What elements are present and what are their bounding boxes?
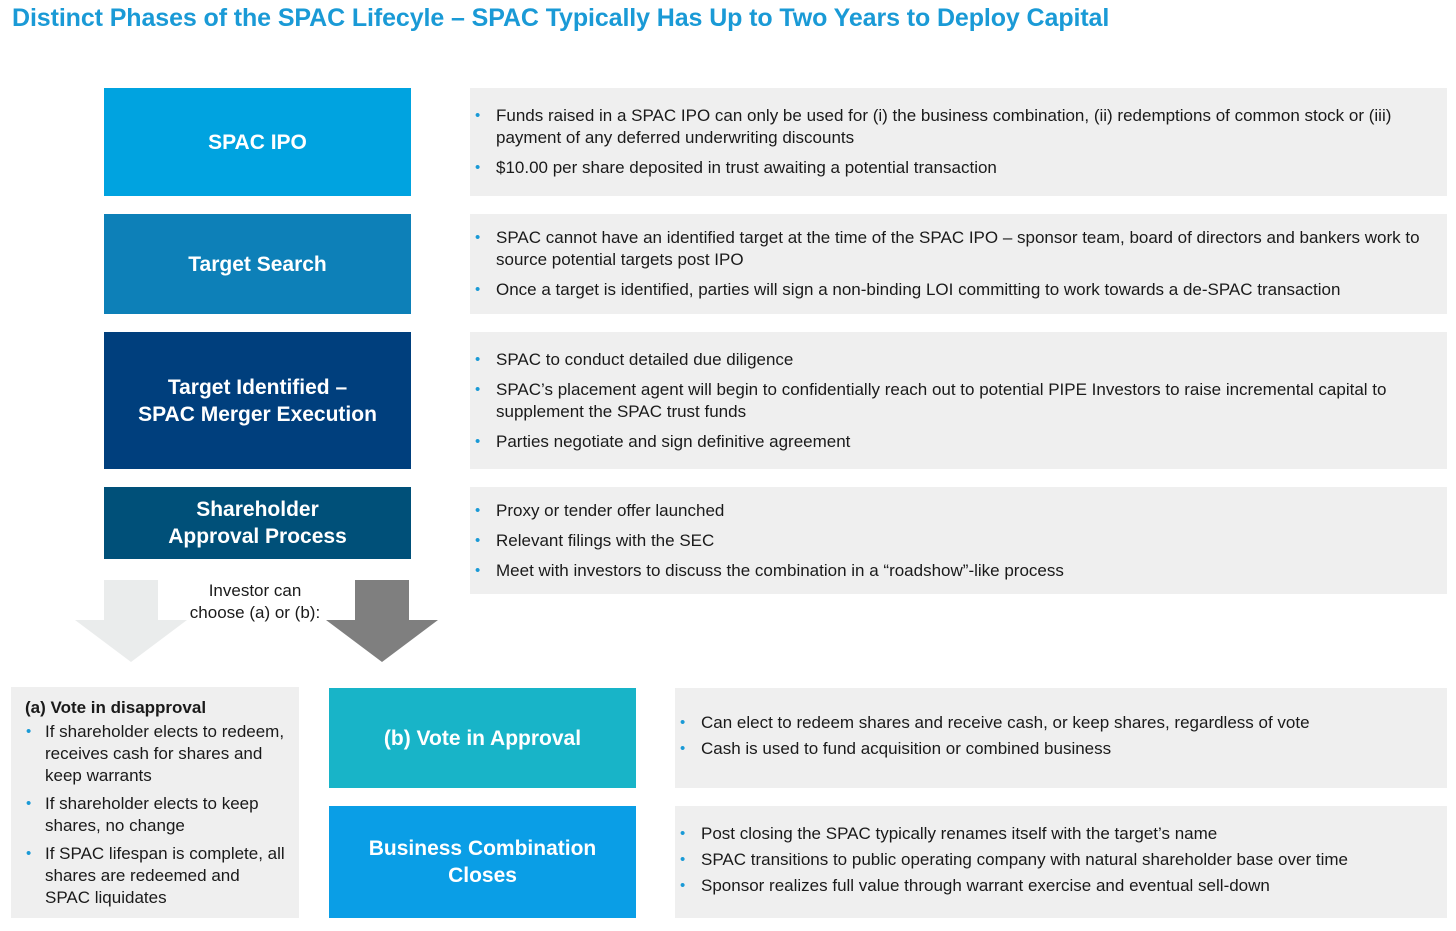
- bullet: Proxy or tender offer launched: [475, 500, 1437, 522]
- phase-label-line2: Closes: [448, 864, 517, 887]
- phase-label-line2: Approval Process: [168, 525, 347, 548]
- phase-target-identified: Target Identified – SPAC Merger Executio…: [104, 332, 411, 469]
- vote-disapproval-box: (a) Vote in disapproval If shareholder e…: [11, 687, 299, 918]
- phase-label-line2: SPAC Merger Execution: [138, 402, 377, 426]
- note-line2: choose (a) or (b):: [189, 603, 321, 622]
- bullet: SPAC to conduct detailed due diligence: [475, 349, 1437, 371]
- business-combination-details: Post closing the SPAC typically renames …: [675, 806, 1447, 918]
- bullet: If shareholder elects to redeem, receive…: [26, 721, 289, 787]
- phase-label-line1: Shareholder: [196, 498, 319, 521]
- phase-spac-ipo-details: Funds raised in a SPAC IPO can only be u…: [470, 88, 1447, 196]
- phase-spac-ipo: SPAC IPO: [104, 88, 411, 196]
- phase-shareholder-approval: Shareholder Approval Process: [104, 487, 411, 559]
- bullet: Sponsor realizes full value through warr…: [680, 875, 1437, 897]
- bullet: Funds raised in a SPAC IPO can only be u…: [475, 105, 1437, 149]
- phase-label: Target Search: [188, 252, 327, 276]
- bullet: SPAC transitions to public operating com…: [680, 849, 1437, 871]
- bullet: Post closing the SPAC typically renames …: [680, 823, 1437, 845]
- phase-target-identified-details: SPAC to conduct detailed due diligence S…: [470, 332, 1447, 469]
- phase-label-line1: Target Identified –: [167, 375, 348, 399]
- arrow-down-light-icon: [75, 580, 187, 662]
- bullet: Meet with investors to discuss the combi…: [475, 560, 1437, 582]
- bullet: Can elect to redeem shares and receive c…: [680, 712, 1437, 734]
- phase-target-search-details: SPAC cannot have an identified target at…: [470, 214, 1447, 314]
- vote-disapproval-title: (a) Vote in disapproval: [25, 698, 207, 717]
- phase-label: SPAC IPO: [208, 130, 307, 154]
- arrow-down-dark-icon: [326, 580, 438, 662]
- bullet: $10.00 per share deposited in trust awai…: [475, 157, 1437, 179]
- bullet: Once a target is identified, parties wil…: [475, 279, 1437, 301]
- phase-shareholder-approval-details: Proxy or tender offer launched Relevant …: [470, 487, 1447, 594]
- bullet: If shareholder elects to keep shares, no…: [26, 793, 289, 837]
- phase-label-line1: Business Combination: [368, 837, 597, 860]
- note-line1: Investor can: [208, 581, 302, 600]
- phase-target-search: Target Search: [104, 214, 411, 314]
- bullet: SPAC cannot have an identified target at…: [475, 227, 1437, 271]
- vote-approval-details: Can elect to redeem shares and receive c…: [675, 688, 1447, 788]
- bullet: If SPAC lifespan is complete, all shares…: [26, 843, 289, 909]
- investor-choice-note: Investor can choose (a) or (b):: [170, 580, 340, 624]
- phase-label: (b) Vote in Approval: [383, 726, 582, 750]
- bullet: Parties negotiate and sign definitive ag…: [475, 431, 1437, 453]
- phase-vote-approval: (b) Vote in Approval: [329, 688, 636, 788]
- bullet: Cash is used to fund acquisition or comb…: [680, 738, 1437, 760]
- bullet: Relevant filings with the SEC: [475, 530, 1437, 552]
- phase-business-combination: Business Combination Closes: [329, 806, 636, 918]
- page-title: Distinct Phases of the SPAC Lifecyle – S…: [12, 4, 1110, 32]
- bullet: SPAC’s placement agent will begin to con…: [475, 379, 1437, 423]
